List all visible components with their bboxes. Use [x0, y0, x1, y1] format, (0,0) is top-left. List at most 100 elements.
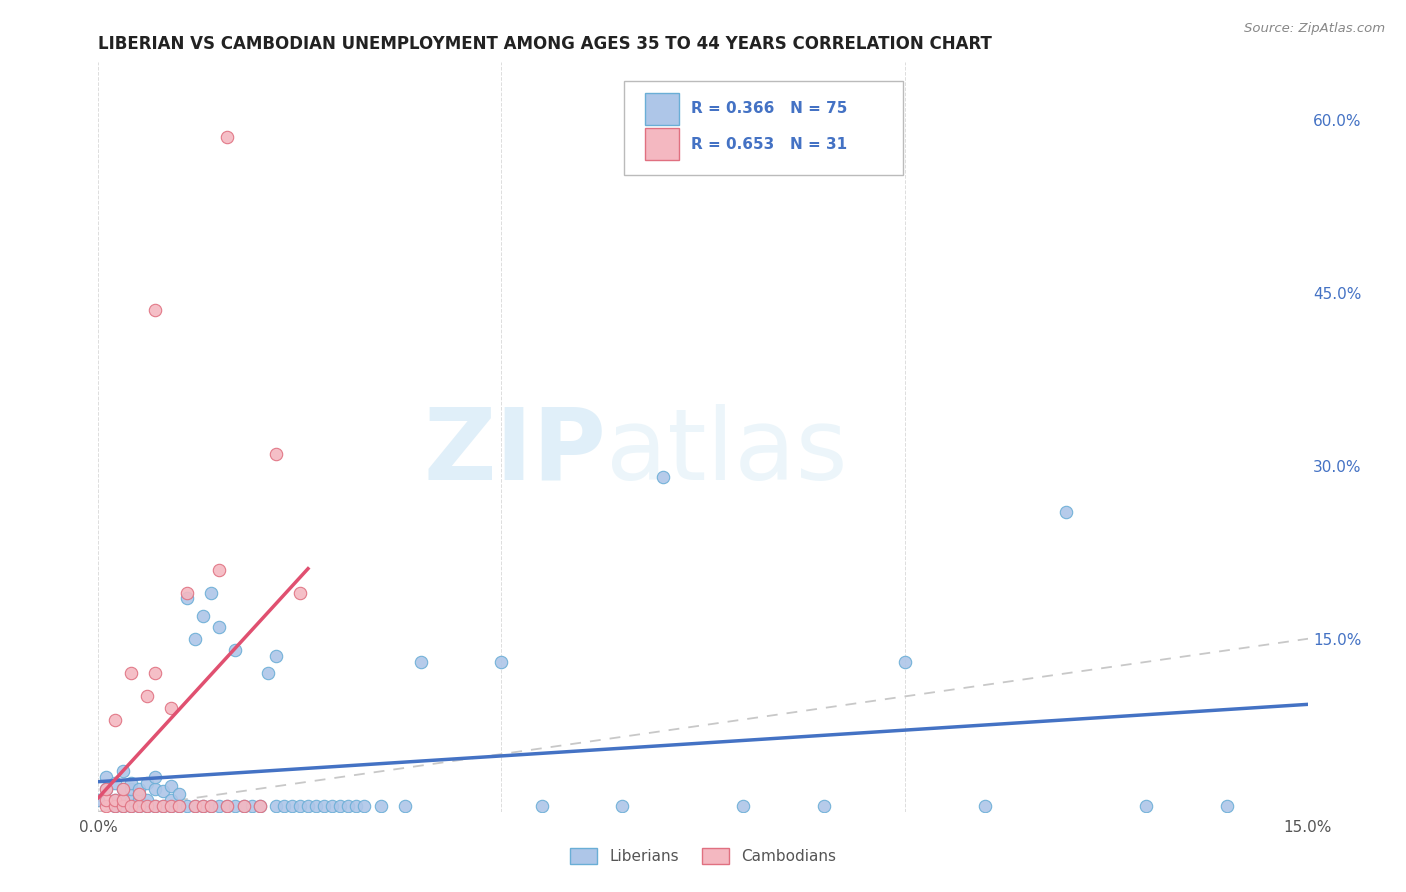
- Point: [128, 788, 150, 802]
- Point: [974, 799, 997, 814]
- Point: [208, 620, 231, 634]
- FancyBboxPatch shape: [645, 93, 679, 125]
- Point: [111, 793, 134, 807]
- Point: [264, 649, 287, 664]
- Point: [530, 799, 553, 814]
- Point: [193, 608, 215, 623]
- Point: [120, 666, 142, 681]
- Point: [193, 799, 215, 814]
- Point: [152, 799, 174, 814]
- Point: [143, 781, 166, 796]
- Point: [224, 799, 246, 814]
- Point: [120, 799, 142, 814]
- Point: [167, 799, 190, 814]
- Point: [103, 713, 125, 727]
- Point: [353, 799, 375, 814]
- Point: [152, 799, 174, 814]
- Text: atlas: atlas: [606, 403, 848, 500]
- Point: [120, 781, 142, 796]
- Point: [135, 690, 157, 704]
- Point: [96, 770, 118, 784]
- Point: [273, 799, 295, 814]
- Point: [249, 799, 271, 814]
- Point: [1135, 799, 1157, 814]
- Legend: Liberians, Cambodians: Liberians, Cambodians: [562, 840, 844, 871]
- Point: [111, 781, 134, 796]
- Point: [337, 799, 360, 814]
- Point: [240, 799, 263, 814]
- Point: [103, 799, 125, 814]
- Point: [96, 781, 118, 796]
- Point: [1054, 505, 1077, 519]
- Point: [208, 563, 231, 577]
- Point: [143, 799, 166, 814]
- Point: [200, 799, 222, 814]
- Point: [813, 799, 835, 814]
- Point: [184, 799, 207, 814]
- Point: [160, 780, 183, 794]
- Point: [96, 799, 118, 814]
- Point: [224, 643, 246, 657]
- Point: [217, 799, 239, 814]
- Point: [297, 799, 319, 814]
- Point: [111, 799, 134, 814]
- Point: [264, 799, 287, 814]
- Point: [329, 799, 352, 814]
- Point: [491, 655, 513, 669]
- Point: [103, 776, 125, 790]
- Point: [321, 799, 343, 814]
- Point: [128, 793, 150, 807]
- Text: R = 0.366   N = 75: R = 0.366 N = 75: [690, 102, 848, 116]
- Point: [160, 799, 183, 814]
- Point: [152, 784, 174, 798]
- Point: [128, 788, 150, 802]
- Point: [103, 793, 125, 807]
- Point: [96, 793, 118, 807]
- Point: [160, 799, 183, 814]
- Point: [184, 632, 207, 646]
- Point: [249, 799, 271, 814]
- Point: [232, 799, 254, 814]
- Point: [96, 781, 118, 796]
- Text: ZIP: ZIP: [423, 403, 606, 500]
- Point: [128, 781, 150, 796]
- Point: [344, 799, 367, 814]
- Point: [143, 770, 166, 784]
- Point: [409, 655, 432, 669]
- Point: [1216, 799, 1239, 814]
- Point: [120, 799, 142, 814]
- Point: [217, 130, 239, 145]
- Point: [208, 799, 231, 814]
- Point: [288, 799, 311, 814]
- Point: [111, 781, 134, 796]
- Point: [111, 799, 134, 814]
- Point: [281, 799, 304, 814]
- Point: [264, 447, 287, 461]
- Text: R = 0.653   N = 31: R = 0.653 N = 31: [690, 136, 846, 152]
- Text: LIBERIAN VS CAMBODIAN UNEMPLOYMENT AMONG AGES 35 TO 44 YEARS CORRELATION CHART: LIBERIAN VS CAMBODIAN UNEMPLOYMENT AMONG…: [98, 35, 993, 53]
- Point: [128, 799, 150, 814]
- Point: [120, 793, 142, 807]
- Point: [160, 793, 183, 807]
- Point: [893, 655, 915, 669]
- Point: [87, 793, 110, 807]
- Point: [305, 799, 328, 814]
- Point: [143, 666, 166, 681]
- Point: [200, 799, 222, 814]
- Point: [612, 799, 634, 814]
- Point: [143, 799, 166, 814]
- Point: [143, 303, 166, 318]
- Point: [135, 799, 157, 814]
- Point: [288, 585, 311, 599]
- Point: [256, 666, 278, 681]
- Point: [651, 470, 673, 484]
- FancyBboxPatch shape: [624, 81, 903, 175]
- Point: [103, 793, 125, 807]
- Point: [176, 799, 198, 814]
- Point: [128, 799, 150, 814]
- Text: Source: ZipAtlas.com: Source: ZipAtlas.com: [1244, 22, 1385, 36]
- Point: [200, 585, 222, 599]
- Point: [111, 764, 134, 779]
- Point: [135, 793, 157, 807]
- Point: [314, 799, 336, 814]
